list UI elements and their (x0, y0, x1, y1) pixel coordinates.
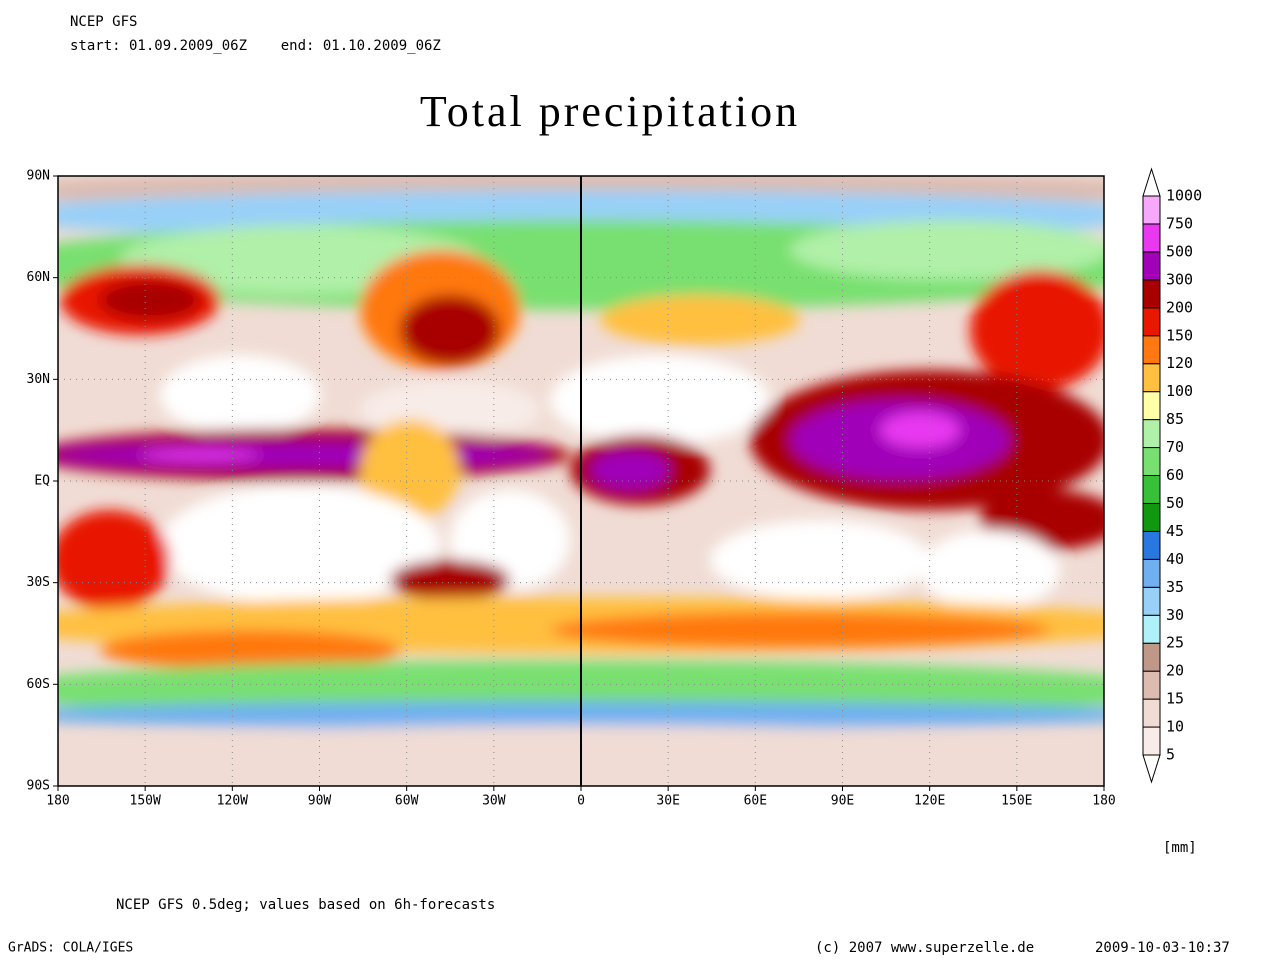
unit-label: [mm] (1163, 840, 1197, 856)
lon-label: 60W (395, 794, 419, 809)
colorbar-box (1142, 726, 1161, 756)
colorbar-box (1142, 558, 1161, 588)
lon-label: 90E (831, 794, 854, 809)
precip-field (58, 176, 1104, 786)
colorbar-box (1142, 475, 1161, 504)
colorbar-label: 70 (1166, 438, 1184, 456)
lon-label: 180 (1092, 794, 1115, 809)
site-credit: (c) 2007 www.superzelle.de (815, 940, 1034, 956)
colorbar-box (1142, 335, 1161, 365)
precip-region (970, 270, 1104, 390)
colorbar-box (1142, 586, 1161, 616)
lon-label: 150E (1001, 794, 1032, 809)
title: Total precipitation (420, 87, 800, 136)
colorbar-box (1142, 502, 1161, 532)
colorbar-box (1142, 530, 1161, 560)
precip-region (100, 280, 200, 320)
lat-label: EQ (34, 474, 50, 489)
footer-note: NCEP GFS 0.5deg; values based on 6h-fore… (116, 897, 495, 913)
precip-region (58, 725, 1104, 786)
precip-region (880, 412, 960, 448)
colorbar-label: 10 (1166, 718, 1184, 736)
colorbar-box (1142, 279, 1161, 309)
colorbar-label: 15 (1166, 690, 1184, 708)
colorbar-label: 45 (1166, 522, 1184, 540)
lon-label: 90W (308, 794, 332, 809)
precip-region (160, 485, 440, 605)
precip-region (360, 420, 460, 520)
lat-label: 90S (27, 779, 50, 794)
precip-region (58, 442, 550, 468)
header-period: start: 01.09.2009_06Z end: 01.10.2009_06… (70, 38, 441, 54)
colorbar-box (1142, 614, 1161, 644)
precip-region (390, 560, 510, 600)
colorbar-box (1142, 391, 1161, 421)
lat-label: 90N (27, 169, 50, 184)
colorbar-label: 1000 (1166, 187, 1202, 205)
lat-label: 30S (27, 575, 50, 590)
lat-label: 30N (27, 372, 50, 387)
lon-label: 30E (656, 794, 679, 809)
software-credit: GrADS: COLA/IGES (8, 941, 133, 956)
colorbar-label: 150 (1166, 326, 1193, 344)
colorbar-label: 120 (1166, 354, 1193, 372)
colorbar-label: 5 (1166, 746, 1175, 764)
field-blobs (58, 176, 1104, 786)
precip-region (140, 450, 260, 460)
lon-label: 180 (46, 794, 69, 809)
colorbar-label: 85 (1166, 410, 1184, 428)
header-source: NCEP GFS (70, 14, 137, 30)
precip-region (100, 630, 400, 670)
lat-label: 60S (27, 677, 50, 692)
lon-label: 150W (130, 794, 161, 809)
lon-label: 120E (914, 794, 945, 809)
colorbar-label: 200 (1166, 298, 1193, 316)
precip-region (160, 355, 320, 435)
colorbar-label: 40 (1166, 550, 1184, 568)
colorbar-label: 30 (1166, 606, 1184, 624)
lon-label: 30W (482, 794, 506, 809)
colorbar-label: 100 (1166, 382, 1193, 400)
colorbar-box (1142, 223, 1161, 253)
precip-region (590, 450, 670, 490)
colorbar-cap-low (1142, 754, 1161, 784)
timestamp: 2009-10-03-10:37 (1095, 940, 1230, 956)
colorbar-box (1142, 447, 1161, 476)
precip-region (790, 220, 1104, 280)
lon-label: 60E (744, 794, 767, 809)
lon-label: 120W (217, 794, 248, 809)
precip-region (550, 612, 1050, 648)
colorbar-box (1142, 251, 1161, 281)
precip-region (710, 520, 930, 600)
lat-label: 60N (27, 270, 50, 285)
colorbar-label: 20 (1166, 662, 1184, 680)
precip-region (58, 701, 1104, 729)
colorbar-cap-high (1142, 167, 1161, 197)
colorbar-label: 60 (1166, 466, 1184, 484)
precip-region (400, 295, 500, 365)
colorbar-label: 300 (1166, 270, 1193, 288)
precip-region (550, 355, 770, 445)
colorbar-box (1142, 419, 1161, 449)
colorbar-box (1142, 698, 1161, 728)
precip-region (58, 510, 170, 610)
colorbar-label: 25 (1166, 634, 1184, 652)
colorbar-box (1142, 195, 1161, 225)
colorbar-label: 750 (1166, 214, 1193, 232)
map-frame (57, 175, 1105, 787)
colorbar-box (1142, 642, 1161, 672)
colorbar-label: 35 (1166, 578, 1184, 596)
colorbar-box (1142, 307, 1161, 337)
precip-region (600, 295, 800, 345)
precip-region (920, 530, 1060, 610)
colorbar-label: 500 (1166, 242, 1193, 260)
colorbar-box (1142, 670, 1161, 700)
lon-label: 0 (577, 794, 585, 809)
colorbar-box (1142, 363, 1161, 393)
colorbar-label: 50 (1166, 494, 1184, 512)
